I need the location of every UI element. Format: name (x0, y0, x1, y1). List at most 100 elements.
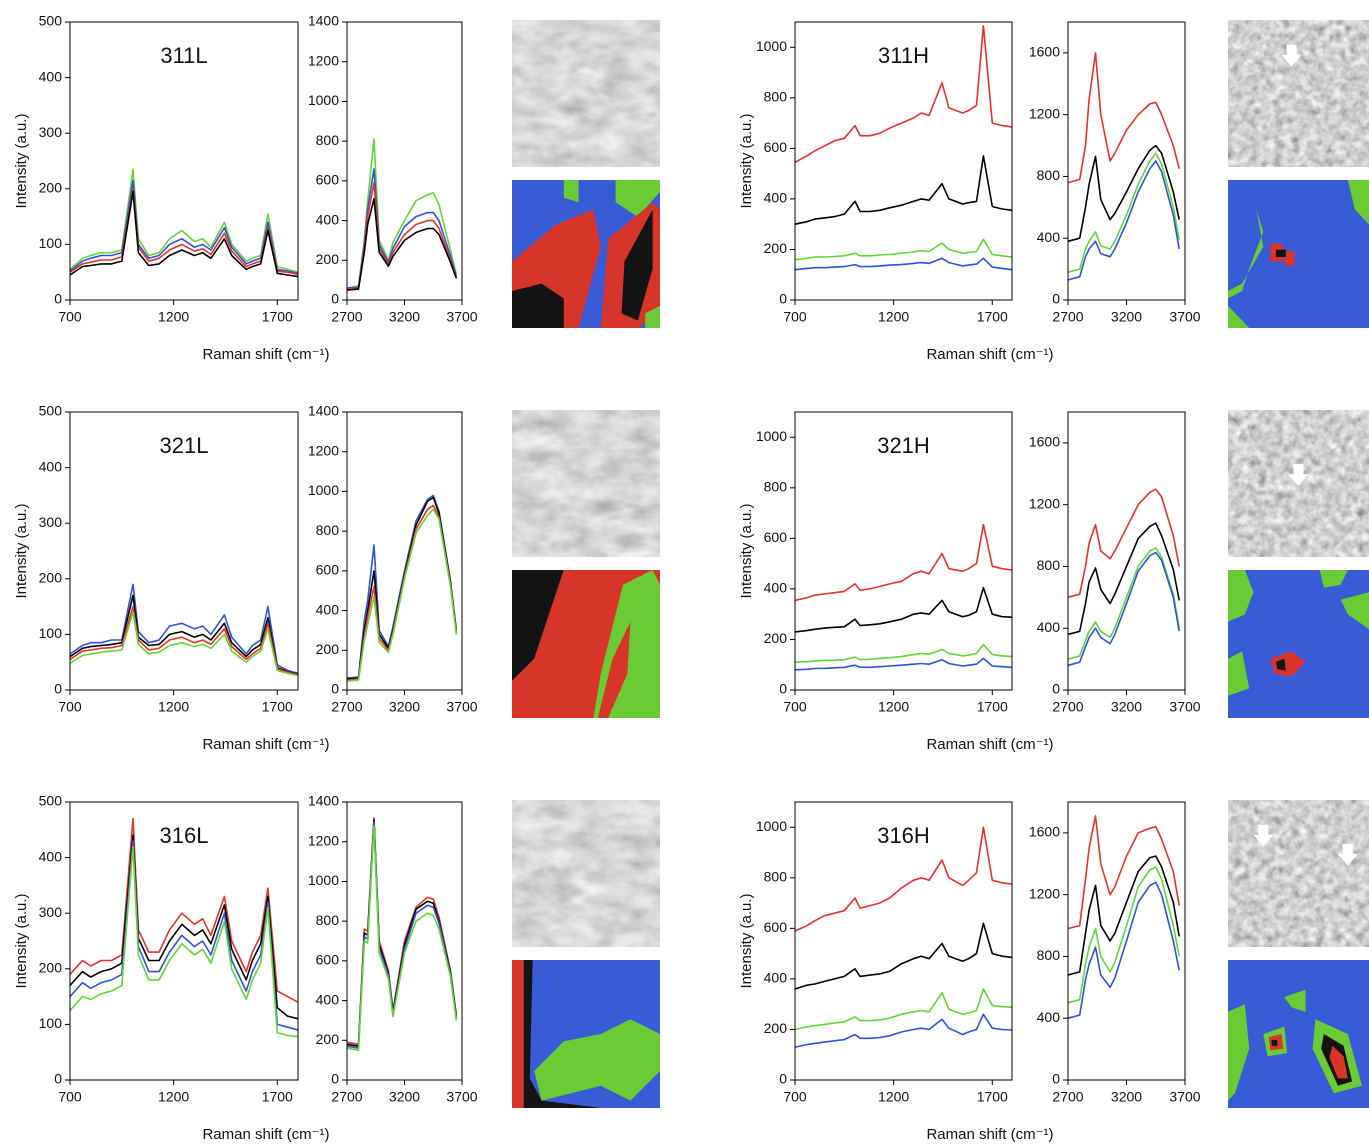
cluster-region (1329, 1045, 1348, 1079)
y-tick-label: 800 (1037, 947, 1061, 963)
plot-frame (794, 801, 1013, 1081)
spectrum-line (1067, 547, 1180, 660)
microscope-image (1228, 800, 1369, 947)
x-tick-label: 2700 (331, 699, 362, 715)
y-axis-label: Intensity (a.u.) (13, 893, 30, 988)
spectrum-line (346, 138, 458, 289)
spectrum-line (1067, 815, 1180, 930)
spectrum-line (69, 168, 299, 273)
spectrum-line (1067, 866, 1180, 1004)
spectrum-line (794, 155, 1013, 225)
y-tick-label: 1200 (1029, 105, 1060, 121)
cluster-region (1271, 1039, 1278, 1046)
x-tick-label: 1700 (262, 1089, 293, 1105)
spectrum-line (69, 817, 299, 1003)
x-tick-label: 3200 (1111, 1089, 1142, 1105)
y-tick-label: 400 (39, 68, 63, 84)
x-tick-label: 2700 (331, 1089, 362, 1105)
x-tick-label: 1700 (977, 309, 1008, 325)
y-tick-label: 600 (316, 952, 340, 968)
cluster-region (1284, 251, 1295, 266)
spectrum-line (794, 657, 1013, 671)
spectrum-line (794, 922, 1013, 990)
panel-title: 316H (877, 823, 930, 848)
y-tick-label: 200 (39, 180, 63, 196)
plot-frame (794, 21, 1013, 301)
spectrum-line (69, 834, 299, 1020)
x-tick-label: 700 (58, 1089, 82, 1105)
y-tick-label: 1400 (308, 13, 339, 29)
x-tick-label: 3200 (389, 1089, 420, 1105)
spectrum-line (1067, 488, 1180, 599)
x-tick-label: 3700 (1169, 309, 1200, 325)
spectrum-line (1067, 160, 1180, 281)
y-tick-label: 0 (1052, 291, 1060, 307)
cluster-region (621, 209, 653, 321)
y-tick-label: 800 (316, 912, 340, 928)
x-tick-label: 700 (783, 1089, 807, 1105)
x-axis-label: Raman shift (cm⁻¹) (926, 346, 1053, 363)
y-tick-label: 0 (54, 681, 62, 697)
spectrum-line (69, 594, 299, 676)
y-tick-label: 1400 (308, 403, 339, 419)
spectrum-line (794, 1013, 1013, 1048)
y-tick-label: 500 (39, 793, 63, 809)
x-tick-label: 1200 (158, 699, 189, 715)
cluster-region (1270, 651, 1306, 677)
cluster-region (1347, 180, 1369, 225)
spectrum-line (794, 643, 1013, 663)
y-tick-label: 200 (316, 641, 340, 657)
microscope-image (512, 20, 660, 167)
cluster-region (1228, 570, 1254, 622)
cluster-region (563, 180, 579, 203)
spectrum-line (69, 845, 299, 1038)
y-tick-label: 0 (331, 1071, 339, 1087)
y-tick-label: 0 (1052, 681, 1060, 697)
y-tick-label: 300 (39, 904, 63, 920)
x-tick-label: 3200 (1111, 699, 1142, 715)
spectrum-line (69, 583, 299, 675)
cluster-region (1275, 249, 1286, 257)
y-tick-label: 200 (764, 1020, 788, 1036)
y-tick-label: 800 (1037, 167, 1061, 183)
cluster-region (534, 1019, 660, 1101)
microscope-image (512, 410, 660, 557)
panel-title: 321L (160, 433, 209, 458)
y-tick-label: 1000 (756, 38, 787, 54)
y-tick-label: 200 (316, 1031, 340, 1047)
microscope-image (512, 800, 660, 947)
cluster-region (512, 283, 564, 328)
x-tick-label: 1200 (158, 1089, 189, 1105)
x-tick-label: 3700 (1169, 699, 1200, 715)
y-tick-label: 400 (764, 580, 788, 596)
x-tick-label: 700 (58, 309, 82, 325)
y-axis-label: Intensity (a.u.) (738, 503, 755, 598)
y-tick-label: 1200 (1029, 495, 1060, 511)
cluster-region (512, 570, 564, 681)
x-axis-label: Raman shift (cm⁻¹) (202, 1126, 329, 1143)
spectrum-line (794, 988, 1013, 1031)
y-axis-label: Intensity (a.u.) (738, 893, 755, 988)
plot-frame (69, 21, 299, 301)
x-axis-label: Raman shift (cm⁻¹) (202, 346, 329, 363)
x-tick-label: 3200 (1111, 309, 1142, 325)
x-tick-label: 1200 (878, 309, 909, 325)
y-tick-label: 0 (331, 681, 339, 697)
y-tick-label: 400 (39, 848, 63, 864)
spectrum-line (69, 605, 299, 676)
x-tick-label: 2700 (1052, 699, 1083, 715)
y-tick-label: 200 (39, 960, 63, 976)
y-tick-label: 1000 (756, 818, 787, 834)
microscope-image (1228, 20, 1369, 167)
y-tick-label: 800 (1037, 557, 1061, 573)
cluster-region (1228, 1004, 1250, 1101)
y-tick-label: 1200 (1029, 885, 1060, 901)
spectrum-line (1067, 144, 1180, 243)
y-tick-label: 0 (779, 291, 787, 307)
x-tick-label: 3200 (389, 699, 420, 715)
y-tick-label: 800 (764, 869, 788, 885)
y-tick-label: 1200 (308, 52, 339, 68)
y-tick-label: 800 (764, 89, 788, 105)
spectrum-line (794, 826, 1013, 932)
